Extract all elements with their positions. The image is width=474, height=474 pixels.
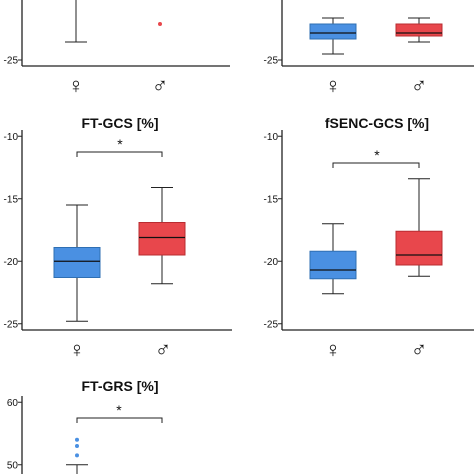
box-iqr (309, 23, 357, 40)
box-panel: -25 (4, 0, 230, 67)
box-panel: -10 -15 -20 -25 (264, 130, 474, 331)
chart-title-fsenc-gcs: fSENC-GCS [%] (325, 115, 429, 131)
significance-bracket (332, 162, 420, 168)
box-iqr (395, 23, 443, 37)
y-tick-label: -25 (4, 319, 19, 330)
box-panel: -25 (264, 0, 474, 67)
y-tick-label: -15 (4, 194, 19, 205)
y-tick-label: -20 (4, 257, 19, 268)
category-label-female: ♀ (325, 337, 342, 362)
y-tick-label: -25 (4, 56, 19, 67)
y-tick-label: -10 (4, 132, 19, 143)
chart-title-ft-gcs: FT-GCS [%] (82, 115, 159, 131)
significance-marker-ft-grs: * (116, 402, 122, 418)
y-tick-label: 60 (7, 398, 19, 409)
y-tick-label: -15 (264, 194, 279, 205)
significance-marker-ft-gcs: * (117, 136, 123, 152)
category-label-male: ♂ (411, 337, 428, 362)
box-iqr (138, 222, 186, 256)
outlier-point (158, 22, 162, 26)
category-label-male: ♂ (155, 337, 172, 362)
chart-marks: -25 -25 -10 -15 -20 -25 -10 -15 -20 -25 60 50 (4, 0, 474, 474)
box-panel: -10 -15 -20 -25 (4, 130, 232, 331)
category-label-male: ♂ (152, 73, 169, 98)
y-tick-label: -20 (264, 257, 279, 268)
y-tick-label: -10 (264, 132, 279, 143)
y-tick-label: -25 (264, 56, 279, 67)
significance-bracket (76, 151, 163, 157)
significance-marker-fsenc-gcs: * (374, 147, 380, 163)
box-iqr (309, 250, 357, 280)
box-panel: 60 50 (7, 396, 163, 474)
outlier-point (75, 444, 79, 448)
category-label-female: ♀ (68, 73, 85, 98)
significance-bracket (76, 417, 163, 423)
y-tick-label: 50 (7, 460, 19, 471)
box-iqr (395, 230, 443, 266)
category-label-female: ♀ (325, 73, 342, 98)
chart-title-ft-grs: FT-GRS [%] (82, 378, 159, 394)
category-label-male: ♂ (411, 73, 428, 98)
y-tick-label: -25 (264, 319, 279, 330)
category-label-female: ♀ (69, 337, 86, 362)
outlier-point (75, 453, 79, 458)
outlier-point (75, 437, 79, 442)
box-iqr (53, 247, 101, 278)
